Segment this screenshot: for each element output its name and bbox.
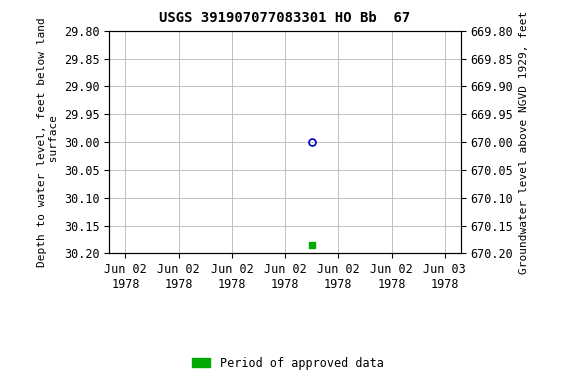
Y-axis label: Groundwater level above NGVD 1929, feet: Groundwater level above NGVD 1929, feet <box>519 10 529 274</box>
Legend: Period of approved data: Period of approved data <box>188 352 388 374</box>
Y-axis label: Depth to water level, feet below land
 surface: Depth to water level, feet below land su… <box>37 17 59 267</box>
Title: USGS 391907077083301 HO Bb  67: USGS 391907077083301 HO Bb 67 <box>160 12 411 25</box>
